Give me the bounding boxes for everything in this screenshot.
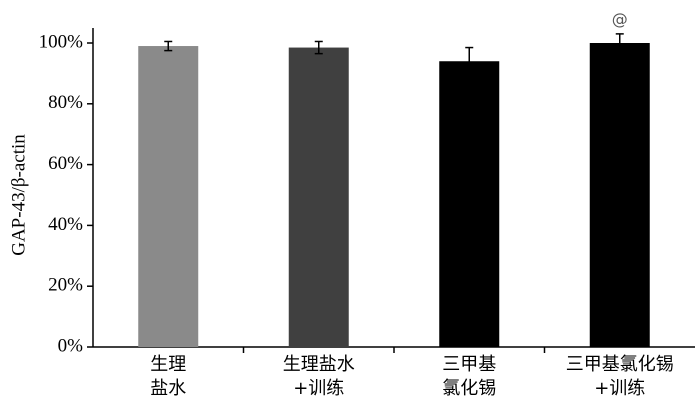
y-tick-label: 100% <box>39 31 84 52</box>
error-bar <box>314 40 323 55</box>
y-tick-label: 80% <box>48 92 83 113</box>
y-tick-label: 0% <box>58 335 84 356</box>
error-bar <box>164 40 173 52</box>
x-tick-label: 生理盐水 +训练 <box>282 354 355 399</box>
bar <box>439 61 500 348</box>
x-tick-label: 生理 盐水 <box>150 354 187 399</box>
y-tick-label: 60% <box>48 153 83 174</box>
y-tick-label: 40% <box>48 214 83 235</box>
y-axis-label: GAP-43/β-actin <box>8 134 29 256</box>
y-tick-label: 20% <box>48 275 83 296</box>
annotation: @ <box>612 9 628 28</box>
error-bar <box>465 46 474 76</box>
x-tick-label: 三甲基氯化锡 +训练 <box>565 354 674 399</box>
x-tick-label: 三甲基 氯化锡 <box>442 354 497 399</box>
error-bar <box>615 33 624 53</box>
bar <box>589 43 650 347</box>
bar <box>288 47 349 348</box>
bar <box>138 46 199 347</box>
